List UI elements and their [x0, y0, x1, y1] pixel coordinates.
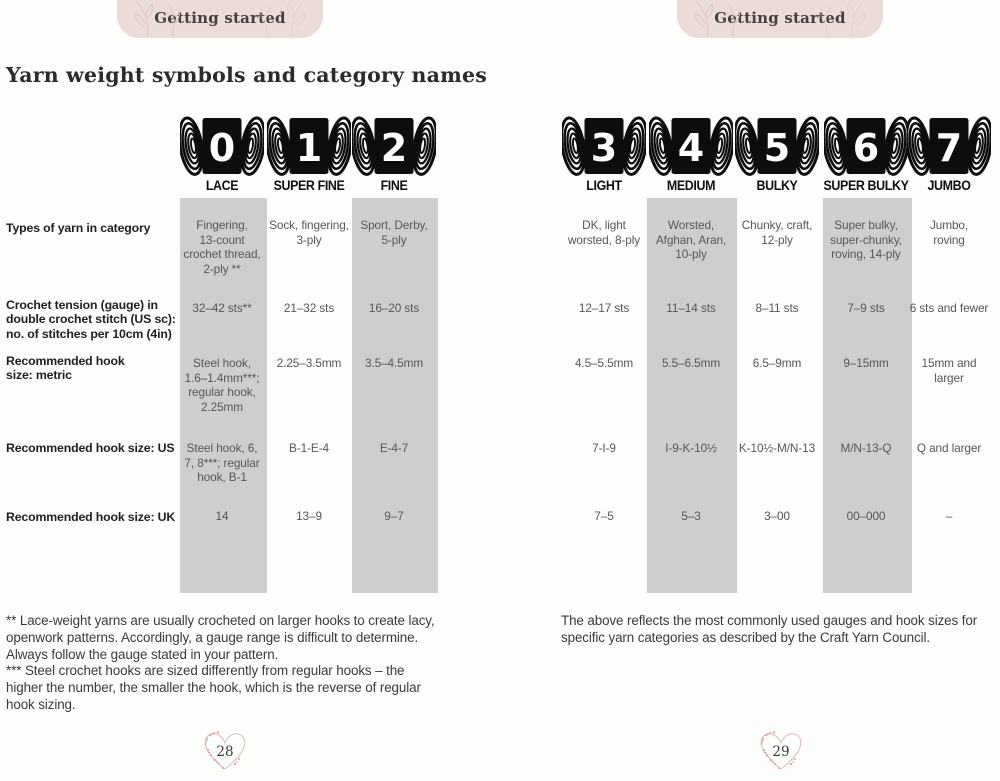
section-tab-label: Getting started: [714, 9, 846, 27]
yarn-skein-icon: 2: [352, 115, 436, 177]
yarn-category-name: FINE: [380, 178, 408, 193]
table-cell: 11–14 sts: [666, 301, 716, 315]
column-highlight-4: [647, 198, 737, 593]
yarn-weight-number: 5: [764, 126, 790, 170]
table-cell: 7–5: [594, 509, 614, 523]
yarn-category-name: SUPER FINE: [273, 178, 345, 193]
table-cell: 13–9: [296, 509, 322, 523]
table-cell: 7–9 sts: [847, 301, 885, 315]
table-cell: Sock, fingering, 3-ply: [269, 218, 349, 247]
section-tab-right: Getting started: [677, 0, 883, 38]
row-label-uk: Recommended hook size: UK: [6, 510, 176, 524]
column-highlight-0: [180, 198, 267, 593]
yarn-weight-symbol-5: 5 BULKY: [735, 115, 819, 193]
page-number-heart-right: 29: [760, 730, 802, 770]
yarn-skein-icon: 7: [907, 115, 991, 177]
yarn-category-name: SUPER BULKY: [823, 178, 909, 193]
yarn-weight-number: 3: [591, 126, 617, 170]
yarn-category-name: BULKY: [756, 178, 798, 193]
table-cell: 4.5–5.5mm: [574, 356, 634, 370]
column-highlight-2: [352, 198, 438, 593]
yarn-skein-icon: 6: [824, 115, 908, 177]
yarn-category-name: LACE: [205, 178, 239, 193]
table-cell: 8–11 sts: [755, 301, 799, 315]
table-cell: 7-I-9: [592, 441, 616, 455]
section-tab-left: Getting started: [117, 0, 323, 38]
table-cell: 00–000: [846, 509, 886, 523]
yarn-skein-icon: 0: [180, 115, 264, 177]
table-cell: Steel hook, 6, 7, 8***; regular hook, B-…: [184, 441, 260, 485]
yarn-skein-icon: 5: [735, 115, 819, 177]
yarn-weight-symbol-1: 1 SUPER FINE: [267, 115, 351, 193]
yarn-weight-number: 4: [678, 126, 704, 170]
yarn-weight-number: 1: [296, 126, 322, 170]
yarn-weight-number: 6: [853, 126, 879, 170]
table-cell: –: [945, 509, 953, 523]
table-cell: B-1-E-4: [289, 441, 329, 455]
table-cell: Super bulky, super-chunky, roving, 14-pl…: [830, 218, 902, 262]
yarn-weight-number: 0: [209, 126, 235, 170]
page-number: 28: [216, 744, 233, 760]
table-cell: 5–3: [681, 509, 701, 523]
footnote-right: The above reflects the most commonly use…: [561, 613, 978, 645]
row-label-metric: Recommended hook size: metric: [6, 354, 125, 383]
section-tab-label: Getting started: [154, 9, 286, 27]
table-cell: Sport, Derby, 5-ply: [360, 218, 428, 247]
footnote-left: ** Lace-weight yarns are usually crochet…: [6, 613, 435, 712]
yarn-weight-symbol-0: 0 LACE: [180, 115, 264, 193]
table-cell: E-4-7: [379, 441, 409, 455]
table-cell: 32–42 sts**: [192, 301, 252, 315]
table-cell: 6 sts and fewer: [909, 301, 989, 315]
page-number: 29: [772, 744, 789, 760]
yarn-weight-symbol-2: 2 FINE: [352, 115, 436, 193]
table-cell: 3–00: [764, 509, 790, 523]
table-cell: 2.25–3.5mm: [276, 356, 342, 370]
table-cell: 21–32 sts: [283, 301, 335, 315]
table-cell: Worsted, Afghan, Aran, 10-ply: [655, 218, 727, 262]
column-highlight-6: [823, 198, 912, 593]
table-cell: I-9-K-10½: [665, 441, 717, 455]
yarn-weight-symbol-7: 7 JUMBO: [907, 115, 991, 193]
yarn-skein-icon: 1: [267, 115, 351, 177]
yarn-skein-icon: 3: [562, 115, 646, 177]
yarn-category-name: JUMBO: [927, 178, 971, 193]
row-label-us: Recommended hook size: US: [6, 441, 175, 455]
table-cell: 3.5–4.5mm: [364, 356, 424, 370]
table-cell: Q and larger: [916, 441, 982, 455]
yarn-weight-symbol-6: 6 SUPER BULKY: [824, 115, 909, 193]
table-cell: Steel hook, 1.6–1.4mm***; regular hook, …: [184, 356, 260, 414]
table-cell: 5.5–6.5mm: [661, 356, 721, 370]
table-cell: 14: [215, 509, 229, 523]
table-cell: Jumbo, roving: [929, 218, 969, 247]
page-title: Yarn weight symbols and category names: [6, 63, 487, 87]
yarn-weight-number: 7: [936, 126, 962, 170]
yarn-skein-icon: 4: [649, 115, 733, 177]
table-cell: 9–15mm: [843, 356, 889, 370]
table-cell: 12–17 sts: [578, 301, 630, 315]
table-cell: 9–7: [384, 509, 404, 523]
table-cell: 16–20 sts: [368, 301, 420, 315]
table-cell: 6.5–9mm: [752, 356, 802, 370]
yarn-category-name: LIGHT: [586, 178, 622, 193]
page-number-heart-left: 28: [204, 730, 246, 770]
table-cell: DK, light worsted, 8-ply: [567, 218, 641, 247]
row-label-tension: Crochet tension (gauge) in double croche…: [6, 298, 176, 341]
table-cell: M/N-13-Q: [840, 441, 892, 455]
table-cell: K-10½-M/N-13: [738, 441, 816, 455]
table-cell: 15mm and larger: [921, 356, 977, 385]
table-cell: Chunky, craft, 12-ply: [741, 218, 813, 247]
table-cell: Fingering, 13-count crochet thread, 2-pl…: [183, 218, 261, 276]
row-label-types: Types of yarn in category: [6, 221, 151, 235]
yarn-weight-number: 2: [381, 126, 407, 170]
yarn-weight-symbol-3: 3 LIGHT: [562, 115, 646, 193]
yarn-category-name: MEDIUM: [666, 178, 716, 193]
yarn-weight-symbol-4: 4 MEDIUM: [649, 115, 733, 193]
